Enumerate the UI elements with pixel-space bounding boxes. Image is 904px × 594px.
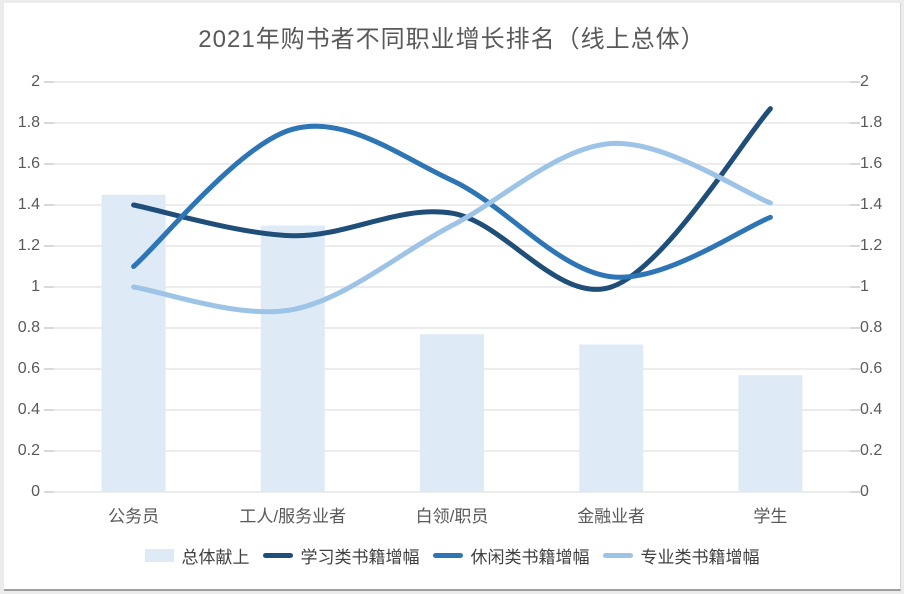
- legend-line-swatch: [432, 553, 463, 558]
- y-tick-label-right: 1.6: [860, 155, 883, 172]
- legend-item-2[interactable]: 休闲类书籍增幅: [432, 543, 590, 568]
- y-tick-label-left: 1.6: [17, 155, 40, 172]
- bar-2[interactable]: [420, 334, 484, 492]
- y-tick-label-right: 0.8: [860, 319, 883, 336]
- legend-label: 休闲类书籍增幅: [470, 548, 590, 567]
- x-category-label-0: 公务员: [108, 507, 160, 526]
- y-tick-label-left: 0.4: [17, 401, 40, 418]
- y-tick-label-right: 1: [860, 278, 869, 295]
- legend-item-1[interactable]: 学习类书籍增幅: [262, 543, 420, 568]
- x-category-label-2: 白领/职员: [415, 507, 489, 526]
- y-tick-label-left: 0.8: [17, 319, 40, 336]
- y-tick-label-right: 0: [860, 483, 869, 500]
- y-tick-label-right: 0.2: [860, 442, 883, 459]
- bar-3[interactable]: [579, 344, 644, 492]
- line-series-2[interactable]: [131, 140, 773, 315]
- y-tick-label-right: 0.4: [860, 401, 883, 418]
- y-tick-label-left: 1: [31, 278, 40, 295]
- legend-item-3[interactable]: 专业类书籍增幅: [602, 543, 760, 568]
- legend: 总体献上 学习类书籍增幅 休闲类书籍增幅 专业类书籍增幅: [0, 543, 904, 568]
- legend-bar-swatch: [144, 549, 174, 562]
- legend-item-0[interactable]: 总体献上: [144, 543, 250, 568]
- chart-title: 2021年购书者不同职业增长排名（线上总体）: [198, 26, 706, 53]
- legend-label: 学习类书籍增幅: [300, 548, 420, 567]
- y-tick-label-left: 1.8: [17, 114, 40, 131]
- y-tick-label-left: 1.2: [17, 237, 40, 254]
- y-tick-label-left: 0.6: [17, 360, 40, 377]
- x-category-label-3: 金融业者: [577, 507, 646, 526]
- y-tick-label-right: 1.2: [860, 237, 883, 254]
- x-category-label-1: 工人/服务业者: [239, 507, 347, 526]
- y-tick-label-right: 1.8: [860, 114, 883, 131]
- bar-0[interactable]: [101, 194, 166, 492]
- y-tick-label-left: 0.2: [17, 442, 40, 459]
- legend-label: 总体献上: [181, 548, 250, 567]
- x-category-label-4: 学生: [753, 507, 788, 526]
- y-tick-label-right: 1.4: [860, 196, 883, 213]
- y-tick-label-right: 0.6: [860, 360, 883, 377]
- y-tick-label-right: 2: [860, 73, 869, 90]
- bar-1[interactable]: [260, 225, 325, 493]
- y-tick-label-left: 2: [31, 73, 40, 90]
- legend-label: 专业类书籍增幅: [640, 548, 760, 567]
- line-series-1[interactable]: [131, 123, 773, 280]
- legend-line-swatch: [602, 553, 633, 558]
- legend-line-swatch: [262, 553, 293, 558]
- y-tick-label-left: 0: [31, 483, 40, 500]
- y-tick-label-left: 1.4: [17, 196, 40, 213]
- bar-4[interactable]: [738, 375, 803, 492]
- line-series-0[interactable]: [131, 106, 773, 292]
